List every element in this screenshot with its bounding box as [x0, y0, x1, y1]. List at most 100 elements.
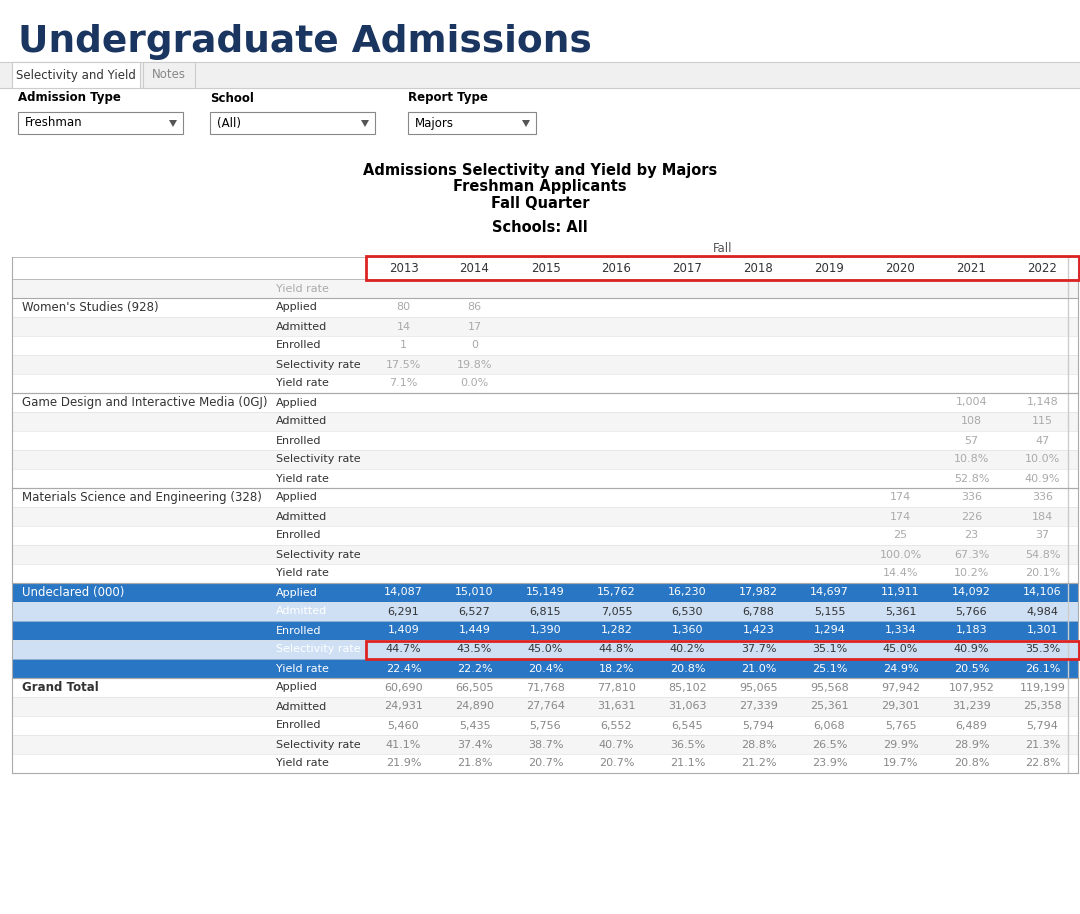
- Text: Enrolled: Enrolled: [276, 435, 322, 445]
- Text: 31,063: 31,063: [669, 702, 706, 711]
- Text: Materials Science and Engineering (328): Materials Science and Engineering (328): [22, 491, 261, 504]
- Bar: [12, 393, 1078, 412]
- Text: 44.8%: 44.8%: [598, 644, 634, 654]
- Text: 25: 25: [893, 530, 907, 540]
- Text: 14,106: 14,106: [1023, 588, 1062, 598]
- Bar: [0, 62, 1080, 88]
- Bar: [12, 716, 1078, 735]
- Bar: [12, 754, 1078, 773]
- Text: 100.0%: 100.0%: [879, 549, 921, 559]
- Text: Selectivity rate: Selectivity rate: [276, 644, 361, 654]
- Text: 26.5%: 26.5%: [812, 739, 847, 749]
- Text: 336: 336: [961, 493, 982, 503]
- Text: 40.7%: 40.7%: [598, 739, 634, 749]
- Bar: [12, 279, 1078, 298]
- Text: 1,390: 1,390: [529, 625, 562, 635]
- Text: Grand Total: Grand Total: [22, 681, 98, 694]
- Text: Yield rate: Yield rate: [276, 378, 329, 388]
- Text: 25,358: 25,358: [1023, 702, 1062, 711]
- Text: Applied: Applied: [276, 493, 318, 503]
- Text: 26.1%: 26.1%: [1025, 664, 1061, 674]
- Text: 2017: 2017: [673, 261, 702, 274]
- Text: School: School: [210, 91, 254, 104]
- Text: 28.9%: 28.9%: [954, 739, 989, 749]
- Bar: [12, 488, 1078, 507]
- Bar: [12, 507, 1078, 526]
- Text: Selectivity rate: Selectivity rate: [276, 739, 361, 749]
- Bar: [12, 602, 1078, 621]
- Text: 17.5%: 17.5%: [386, 359, 421, 369]
- Bar: [12, 431, 1078, 450]
- Text: 20.4%: 20.4%: [528, 664, 564, 674]
- Bar: [12, 469, 1078, 488]
- Text: 17,982: 17,982: [739, 588, 778, 598]
- Text: 14: 14: [396, 322, 410, 332]
- Text: 20.1%: 20.1%: [1025, 569, 1061, 579]
- Text: 21.8%: 21.8%: [457, 759, 492, 769]
- Text: 14,697: 14,697: [810, 588, 849, 598]
- Text: 54.8%: 54.8%: [1025, 549, 1061, 559]
- Text: 44.7%: 44.7%: [386, 644, 421, 654]
- Text: 24.9%: 24.9%: [882, 664, 918, 674]
- Text: 95,065: 95,065: [739, 683, 778, 693]
- Bar: [12, 526, 1078, 545]
- Text: Women's Studies (928): Women's Studies (928): [22, 301, 159, 314]
- Text: Majors: Majors: [415, 116, 454, 130]
- Text: 14.4%: 14.4%: [882, 569, 918, 579]
- Text: 21.0%: 21.0%: [741, 664, 777, 674]
- Text: 14,087: 14,087: [384, 588, 423, 598]
- Text: 22.4%: 22.4%: [386, 664, 421, 674]
- Text: 2016: 2016: [602, 261, 632, 274]
- Text: 14,092: 14,092: [953, 588, 991, 598]
- Text: 6,527: 6,527: [459, 607, 490, 617]
- Text: 2020: 2020: [886, 261, 916, 274]
- Text: Admitted: Admitted: [276, 702, 327, 711]
- Text: Freshman Applicants: Freshman Applicants: [454, 179, 626, 195]
- Text: 1,449: 1,449: [459, 625, 490, 635]
- Text: 60,690: 60,690: [384, 683, 422, 693]
- Text: 71,768: 71,768: [526, 683, 565, 693]
- Text: 20.7%: 20.7%: [598, 759, 634, 769]
- Text: 35.1%: 35.1%: [812, 644, 847, 654]
- Text: 115: 115: [1032, 417, 1053, 427]
- Bar: [12, 317, 1078, 336]
- Text: 20.8%: 20.8%: [670, 664, 705, 674]
- Text: 41.1%: 41.1%: [386, 739, 421, 749]
- Text: 7.1%: 7.1%: [389, 378, 418, 388]
- Text: Undeclared (000): Undeclared (000): [22, 586, 124, 599]
- Bar: [12, 735, 1078, 754]
- Text: 25.1%: 25.1%: [812, 664, 847, 674]
- Text: Enrolled: Enrolled: [276, 341, 322, 350]
- Text: 80: 80: [396, 303, 410, 313]
- Bar: [366, 641, 1079, 658]
- Text: Admitted: Admitted: [276, 417, 327, 427]
- Text: 1,301: 1,301: [1027, 625, 1058, 635]
- Text: Enrolled: Enrolled: [276, 530, 322, 540]
- Bar: [12, 621, 1078, 640]
- Text: 6,815: 6,815: [529, 607, 562, 617]
- Text: Notes: Notes: [152, 69, 186, 81]
- Text: Undergraduate Admissions: Undergraduate Admissions: [18, 24, 592, 60]
- Text: Admitted: Admitted: [276, 322, 327, 332]
- Text: Admission Type: Admission Type: [18, 91, 121, 104]
- Text: 0.0%: 0.0%: [460, 378, 488, 388]
- Text: 15,149: 15,149: [526, 588, 565, 598]
- Text: Selectivity rate: Selectivity rate: [276, 549, 361, 559]
- Text: Enrolled: Enrolled: [276, 720, 322, 730]
- Text: 336: 336: [1032, 493, 1053, 503]
- Text: 27,339: 27,339: [739, 702, 778, 711]
- Text: 19.8%: 19.8%: [457, 359, 492, 369]
- Bar: [12, 697, 1078, 716]
- Text: Yield rate: Yield rate: [276, 664, 329, 674]
- Text: 16,230: 16,230: [669, 588, 706, 598]
- Text: 85,102: 85,102: [669, 683, 707, 693]
- Text: 24,931: 24,931: [384, 702, 423, 711]
- Text: 18.2%: 18.2%: [598, 664, 634, 674]
- Text: 67.3%: 67.3%: [954, 549, 989, 559]
- Bar: [12, 564, 1078, 583]
- Text: 6,545: 6,545: [672, 720, 703, 730]
- Text: 20.8%: 20.8%: [954, 759, 989, 769]
- Text: Enrolled: Enrolled: [276, 625, 322, 635]
- Text: 5,361: 5,361: [885, 607, 916, 617]
- Bar: [12, 336, 1078, 355]
